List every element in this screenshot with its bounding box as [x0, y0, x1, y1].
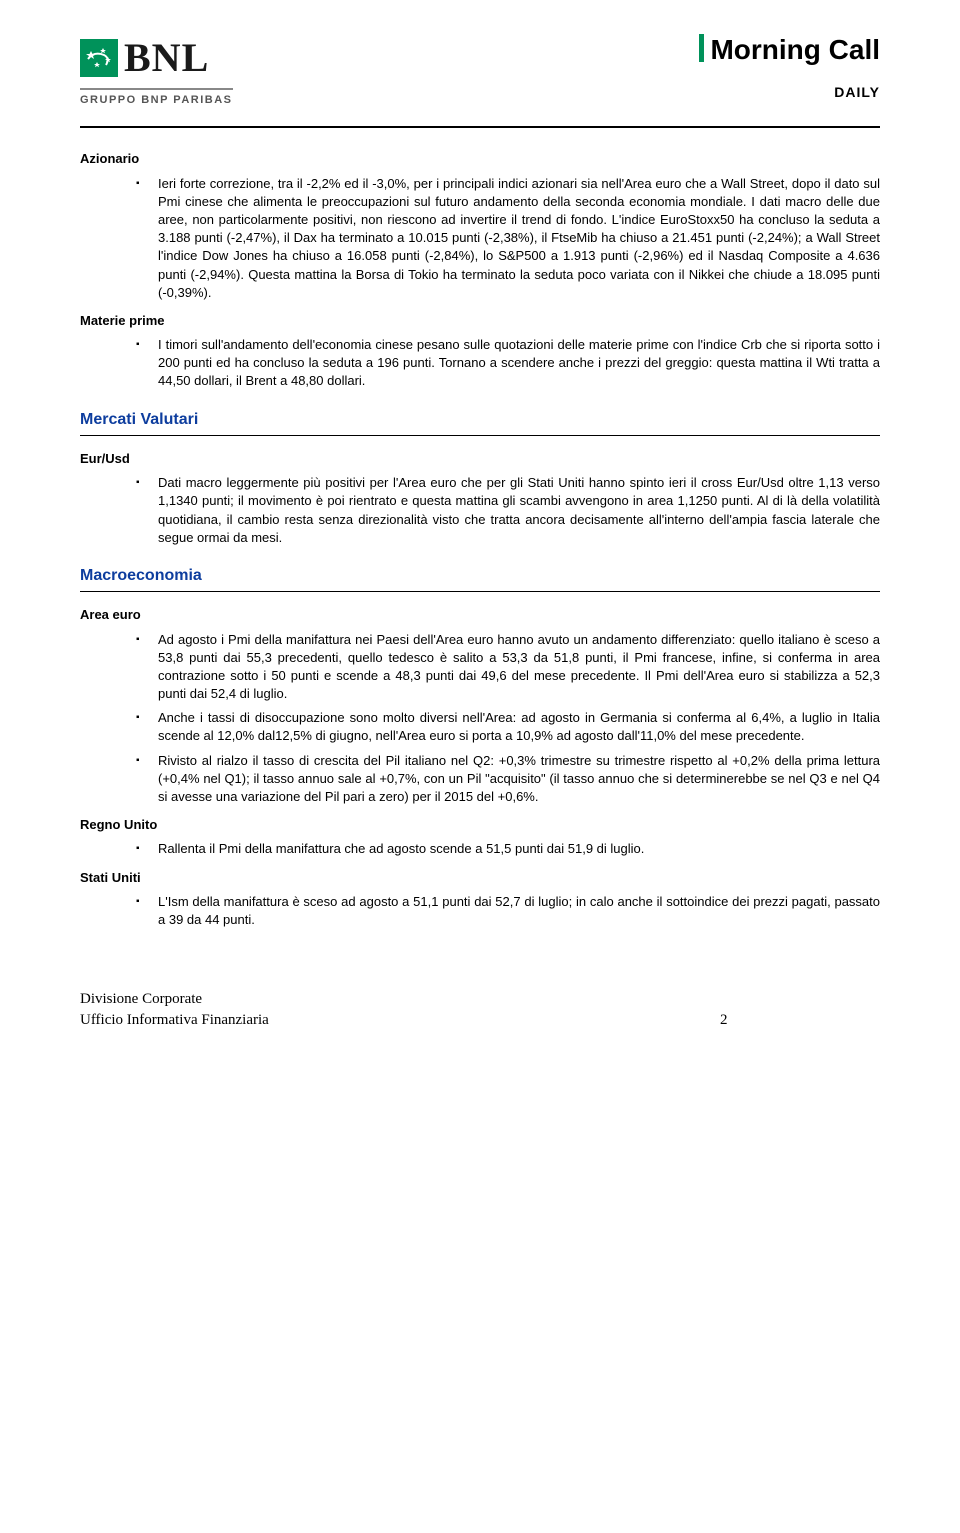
list-item: ▪ L'Ism della manifattura è sceso ad ago…	[136, 893, 880, 929]
bnl-logo-block: BNL GRUPPO BNP PARIBAS	[80, 30, 233, 108]
list-item: ▪ Ieri forte correzione, tra il -2,2% ed…	[136, 175, 880, 302]
section-eurusd-label: Eur/Usd	[80, 450, 880, 468]
section-statiuniti-label: Stati Uniti	[80, 869, 880, 887]
title-block: Morning Call DAILY	[699, 30, 880, 103]
bullet-text: L'Ism della manifattura è sceso ad agost…	[158, 893, 880, 929]
heading-macro: Macroeconomia	[80, 565, 880, 587]
logo-subtitle: GRUPPO BNP PARIBAS	[80, 88, 233, 108]
list-item: ▪ Ad agosto i Pmi della manifattura nei …	[136, 631, 880, 704]
section-rule	[80, 435, 880, 436]
bullet-icon: ▪	[136, 175, 158, 302]
doc-title: Morning Call	[699, 30, 880, 69]
green-accent-bar	[699, 34, 704, 62]
bullet-icon: ▪	[136, 474, 158, 547]
list-item: ▪ Anche i tassi di disoccupazione sono m…	[136, 709, 880, 745]
section-materie-label: Materie prime	[80, 312, 880, 330]
bullet-text: Ad agosto i Pmi della manifattura nei Pa…	[158, 631, 880, 704]
materie-bullets: ▪ I timori sull'andamento dell'economia …	[136, 336, 880, 391]
bullet-icon: ▪	[136, 893, 158, 929]
bullet-text: Rivisto al rialzo il tasso di crescita d…	[158, 752, 880, 807]
section-azionario-label: Azionario	[80, 150, 880, 168]
section-areaeuro-label: Area euro	[80, 606, 880, 624]
bnl-wordmark: BNL	[124, 30, 209, 86]
page-footer: Divisione Corporate Ufficio Informativa …	[80, 989, 880, 1031]
bullet-icon: ▪	[136, 336, 158, 391]
bnp-stars-icon	[80, 39, 118, 77]
document-header: BNL GRUPPO BNP PARIBAS Morning Call DAIL…	[80, 30, 880, 108]
section-rule	[80, 591, 880, 592]
bullet-text: I timori sull'andamento dell'economia ci…	[158, 336, 880, 391]
list-item: ▪ Dati macro leggermente più positivi pe…	[136, 474, 880, 547]
bullet-icon: ▪	[136, 709, 158, 745]
areaeuro-bullets: ▪ Ad agosto i Pmi della manifattura nei …	[136, 631, 880, 807]
bullet-text: Ieri forte correzione, tra il -2,2% ed i…	[158, 175, 880, 302]
header-rule	[80, 126, 880, 128]
bullet-text: Rallenta il Pmi della manifattura che ad…	[158, 840, 880, 858]
heading-mercati: Mercati Valutari	[80, 409, 880, 431]
footer-line1: Divisione Corporate	[80, 989, 720, 1010]
footer-line2: Ufficio Informativa Finanziaria	[80, 1010, 720, 1031]
eurusd-bullets: ▪ Dati macro leggermente più positivi pe…	[136, 474, 880, 547]
list-item: ▪ Rallenta il Pmi della manifattura che …	[136, 840, 880, 858]
footer-left: Divisione Corporate Ufficio Informativa …	[80, 989, 720, 1031]
section-regnounito-label: Regno Unito	[80, 816, 880, 834]
page-number: 2	[720, 1010, 880, 1031]
list-item: ▪ Rivisto al rialzo il tasso di crescita…	[136, 752, 880, 807]
bullet-text: Anche i tassi di disoccupazione sono mol…	[158, 709, 880, 745]
statiuniti-bullets: ▪ L'Ism della manifattura è sceso ad ago…	[136, 893, 880, 929]
bullet-icon: ▪	[136, 752, 158, 807]
doc-subtitle: DAILY	[699, 83, 880, 103]
regnounito-bullets: ▪ Rallenta il Pmi della manifattura che …	[136, 840, 880, 858]
bullet-icon: ▪	[136, 631, 158, 704]
bullet-text: Dati macro leggermente più positivi per …	[158, 474, 880, 547]
azionario-bullets: ▪ Ieri forte correzione, tra il -2,2% ed…	[136, 175, 880, 302]
list-item: ▪ I timori sull'andamento dell'economia …	[136, 336, 880, 391]
logo-top-row: BNL	[80, 30, 209, 86]
bullet-icon: ▪	[136, 840, 158, 858]
doc-title-text: Morning Call	[710, 34, 880, 65]
